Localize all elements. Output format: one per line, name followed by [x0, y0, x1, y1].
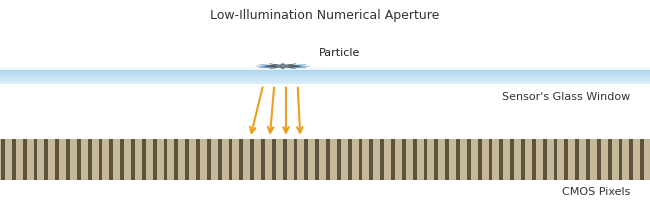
Bar: [272, 139, 276, 180]
Bar: [619, 139, 623, 180]
Bar: [12, 139, 16, 180]
Bar: [250, 139, 254, 180]
Bar: [348, 139, 352, 180]
Bar: [0, 74, 650, 75]
Bar: [283, 139, 287, 180]
Bar: [294, 139, 298, 180]
Bar: [0, 81, 650, 82]
Bar: [261, 139, 265, 180]
Bar: [239, 139, 243, 180]
Bar: [402, 139, 406, 180]
Bar: [0, 69, 650, 70]
Bar: [0, 72, 650, 73]
Bar: [304, 139, 308, 180]
Bar: [315, 139, 319, 180]
Bar: [478, 139, 482, 180]
Text: Low-Illumination Numerical Aperture: Low-Illumination Numerical Aperture: [211, 9, 439, 22]
Bar: [109, 139, 113, 180]
Bar: [337, 139, 341, 180]
Bar: [0, 82, 650, 83]
Bar: [0, 83, 650, 84]
Polygon shape: [255, 63, 310, 69]
Bar: [575, 139, 579, 180]
Bar: [0, 79, 650, 80]
Bar: [434, 139, 438, 180]
Bar: [499, 139, 503, 180]
Bar: [380, 139, 384, 180]
Bar: [55, 139, 59, 180]
Bar: [0, 73, 650, 74]
Bar: [456, 139, 460, 180]
Bar: [0, 76, 650, 77]
Polygon shape: [265, 64, 301, 68]
Bar: [185, 139, 189, 180]
Text: CMOS Pixels: CMOS Pixels: [562, 187, 630, 197]
Bar: [640, 139, 644, 180]
Bar: [554, 139, 558, 180]
Bar: [0, 70, 650, 71]
Bar: [0, 78, 650, 79]
Bar: [0, 71, 650, 72]
Text: Sensor's Glass Window: Sensor's Glass Window: [502, 92, 630, 102]
Bar: [445, 139, 449, 180]
Bar: [424, 139, 428, 180]
Bar: [359, 139, 363, 180]
Bar: [77, 139, 81, 180]
Bar: [597, 139, 601, 180]
Bar: [0, 68, 650, 70]
Bar: [99, 139, 103, 180]
Bar: [608, 139, 612, 180]
Bar: [489, 139, 493, 180]
Bar: [0, 80, 650, 81]
Bar: [120, 139, 124, 180]
Bar: [467, 139, 471, 180]
Bar: [196, 139, 200, 180]
Bar: [142, 139, 146, 180]
Bar: [0, 68, 650, 69]
Bar: [543, 139, 547, 180]
Bar: [164, 139, 168, 180]
Bar: [369, 139, 373, 180]
Bar: [131, 139, 135, 180]
Bar: [413, 139, 417, 180]
Bar: [0, 77, 650, 78]
Bar: [218, 139, 222, 180]
Bar: [0, 75, 650, 76]
Bar: [34, 139, 38, 180]
Bar: [326, 139, 330, 180]
Bar: [229, 139, 233, 180]
Bar: [629, 139, 633, 180]
Bar: [23, 139, 27, 180]
Bar: [1, 139, 5, 180]
Bar: [66, 139, 70, 180]
Bar: [88, 139, 92, 180]
Bar: [564, 139, 568, 180]
Bar: [586, 139, 590, 180]
Text: Particle: Particle: [318, 48, 360, 58]
Bar: [44, 139, 48, 180]
Bar: [521, 139, 525, 180]
Bar: [153, 139, 157, 180]
Bar: [510, 139, 514, 180]
Bar: [207, 139, 211, 180]
Bar: [391, 139, 395, 180]
Bar: [174, 139, 178, 180]
Bar: [0, 139, 650, 180]
Bar: [532, 139, 536, 180]
